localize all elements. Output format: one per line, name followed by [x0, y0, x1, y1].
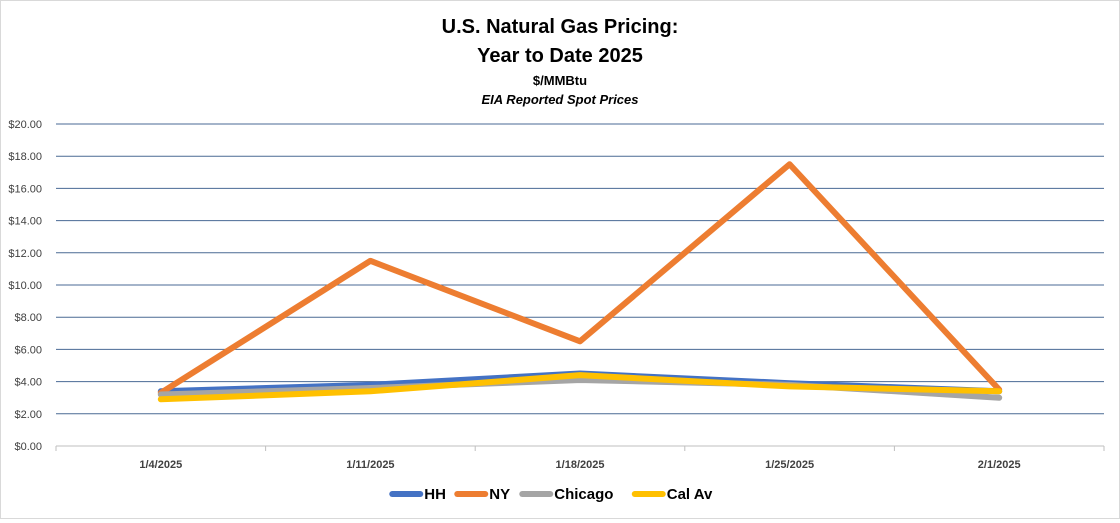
y-tick-label: $12.00 [8, 248, 42, 260]
series-line-cal-av [157, 372, 1003, 403]
chart-subtitle: $/MMBtu [533, 73, 587, 88]
series-line-ny [157, 161, 1003, 396]
y-tick-label: $4.00 [14, 377, 42, 389]
y-tick-label: $6.00 [14, 344, 42, 356]
x-tick-label: 1/11/2025 [346, 459, 394, 471]
y-tick-label: $2.00 [14, 409, 42, 421]
y-tick-label: $18.00 [8, 151, 42, 163]
legend-label: NY [489, 486, 510, 503]
y-tick-label: $0.00 [14, 441, 42, 453]
legend: HH NY Chicago Cal Av [389, 486, 713, 503]
series-lines [157, 161, 1003, 403]
chart-title-line2: Year to Date 2025 [477, 45, 643, 67]
chart-title-line1: U.S. Natural Gas Pricing: [442, 16, 679, 38]
y-tick-label: $16.00 [8, 183, 42, 195]
legend-label: Cal Av [667, 486, 713, 503]
x-tick-label: 2/1/2025 [978, 459, 1021, 471]
x-axis-ticks: 1/4/2025 1/11/2025 1/18/2025 1/25/2025 2/1/2… [139, 459, 1020, 471]
y-tick-label: $14.00 [8, 216, 42, 228]
y-tick-label: $8.00 [14, 312, 42, 324]
x-tick-label: 1/4/2025 [139, 459, 182, 471]
legend-label: HH [424, 486, 446, 503]
legend-label: Chicago [554, 486, 613, 503]
chart-subtitle-source: EIA Reported Spot Prices [482, 92, 639, 107]
gridlines [55, 123, 1105, 451]
x-tick-label: 1/25/2025 [765, 459, 814, 471]
y-axis-ticks: $0.00 $2.00 $4.00 $6.00 $8.00 $10.00 $12.00 $14… [8, 119, 42, 453]
y-tick-label: $10.00 [8, 280, 42, 292]
x-tick-label: 1/18/2025 [556, 459, 605, 471]
y-tick-label: $20.00 [8, 119, 42, 131]
